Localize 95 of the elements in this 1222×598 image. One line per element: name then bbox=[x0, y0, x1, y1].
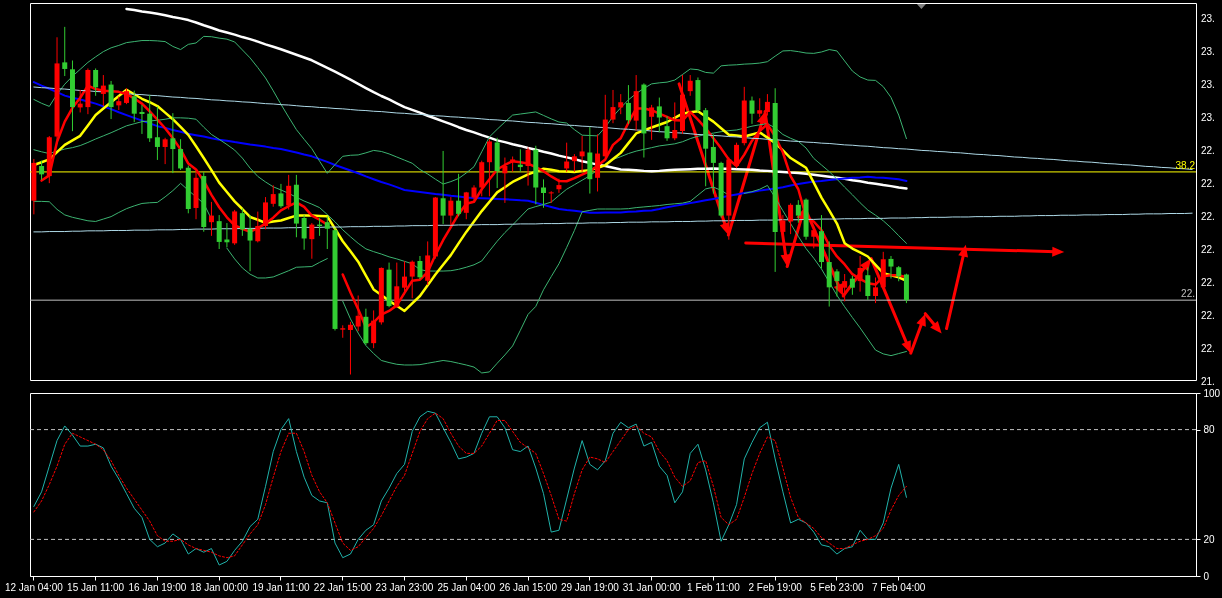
candlestick bbox=[286, 174, 292, 210]
x-tick-label: 26 Jan 15:00 bbox=[499, 581, 558, 593]
candlestick bbox=[463, 191, 469, 220]
candlestick bbox=[448, 197, 454, 226]
candlestick bbox=[471, 185, 477, 203]
text: 22. bbox=[1201, 178, 1215, 189]
candlestick bbox=[39, 160, 45, 180]
x-tick-label: 5 Feb 23:00 bbox=[810, 581, 865, 593]
x-tick-label: 12 Jan 04:00 bbox=[4, 581, 64, 593]
candlestick bbox=[340, 325, 346, 338]
candlestick bbox=[255, 211, 261, 243]
candlestick bbox=[649, 104, 655, 140]
candlestick bbox=[139, 104, 145, 134]
x-tick-label: 15 Jan 11:00 bbox=[67, 581, 125, 593]
text: 23. bbox=[1201, 112, 1215, 123]
candlestick bbox=[239, 208, 245, 236]
candlestick bbox=[795, 200, 801, 223]
y-tick-label: 80 bbox=[1203, 424, 1216, 436]
candlestick bbox=[610, 89, 616, 124]
candlestick bbox=[780, 215, 786, 236]
x-tick-label: 1 Feb 11:00 bbox=[687, 581, 741, 593]
candlestick bbox=[618, 94, 624, 115]
candlestick bbox=[502, 157, 508, 203]
x-tick-label: 29 Jan 19:00 bbox=[560, 581, 620, 593]
text: 22. bbox=[1201, 310, 1215, 321]
candlestick bbox=[62, 26, 68, 77]
candlestick bbox=[456, 173, 462, 217]
x-tick-label: 23 Jan 23:00 bbox=[375, 581, 434, 593]
text: 21. bbox=[1201, 376, 1215, 387]
candlestick bbox=[178, 139, 184, 170]
text: 23. bbox=[1201, 13, 1215, 24]
candlestick bbox=[347, 321, 353, 375]
candlestick bbox=[486, 139, 492, 197]
candlestick bbox=[440, 150, 446, 225]
candlestick bbox=[263, 197, 269, 230]
candlestick bbox=[131, 90, 137, 123]
candlestick bbox=[510, 156, 516, 172]
x-tick-label: 18 Jan 00:00 bbox=[190, 581, 249, 593]
candlestick bbox=[734, 142, 740, 169]
x-tick-label: 25 Jan 04:00 bbox=[437, 581, 496, 593]
candlestick bbox=[873, 277, 879, 304]
text: 22. bbox=[1201, 211, 1215, 222]
candlestick bbox=[625, 85, 631, 124]
candlestick bbox=[402, 261, 408, 295]
candlestick bbox=[525, 147, 531, 186]
candlestick bbox=[417, 255, 423, 280]
candlestick bbox=[208, 201, 214, 236]
candlestick bbox=[865, 267, 871, 300]
candlestick bbox=[170, 113, 176, 174]
candlestick bbox=[687, 75, 693, 96]
candlestick bbox=[309, 223, 315, 259]
text: 22. bbox=[1201, 343, 1215, 354]
candlestick bbox=[93, 68, 99, 96]
candlestick bbox=[556, 178, 562, 193]
candlestick bbox=[842, 274, 848, 302]
candlestick bbox=[656, 97, 662, 133]
candlestick bbox=[548, 191, 554, 203]
x-tick-label: 22 Jan 15:00 bbox=[313, 581, 373, 593]
candlestick bbox=[849, 275, 855, 295]
candlestick bbox=[764, 94, 770, 116]
candlestick bbox=[579, 136, 585, 172]
candlestick bbox=[749, 96, 755, 124]
candlestick bbox=[857, 255, 863, 292]
candlestick bbox=[811, 226, 817, 249]
candlestick bbox=[108, 80, 114, 120]
candlestick bbox=[672, 102, 678, 141]
y-tick-label: 0 bbox=[1203, 570, 1210, 582]
y-tick-label: 100 bbox=[1203, 387, 1221, 399]
candlestick bbox=[278, 183, 284, 208]
x-tick-label: 2 Feb 19:00 bbox=[748, 581, 803, 593]
candlestick bbox=[301, 215, 307, 250]
candlestick bbox=[324, 216, 330, 250]
text: 23. bbox=[1201, 46, 1215, 57]
candlestick bbox=[788, 203, 794, 235]
text: 22. bbox=[1201, 145, 1215, 156]
text: 22. bbox=[1201, 277, 1215, 288]
candlestick bbox=[247, 215, 253, 272]
candlestick bbox=[216, 215, 222, 250]
text: 23. bbox=[1201, 79, 1215, 90]
x-tick-label: 7 Feb 04:00 bbox=[872, 581, 926, 593]
text: 22. bbox=[1201, 244, 1215, 255]
candlestick bbox=[888, 255, 894, 279]
candlestick bbox=[710, 134, 716, 194]
annotation: 38.2 bbox=[1175, 159, 1196, 171]
annotation: 22. bbox=[1181, 288, 1195, 300]
x-tick-label: 31 Jan 00:00 bbox=[622, 581, 681, 593]
x-tick-label: 19 Jan 11:00 bbox=[252, 581, 310, 593]
candlestick bbox=[154, 106, 160, 160]
x-tick-label: 16 Jan 19:00 bbox=[128, 581, 187, 593]
candlestick bbox=[664, 116, 670, 141]
y-tick-label: 20 bbox=[1203, 533, 1216, 545]
candlestick bbox=[409, 260, 415, 299]
candlestick bbox=[270, 185, 276, 207]
candlestick bbox=[162, 137, 168, 165]
candlestick bbox=[394, 262, 400, 308]
